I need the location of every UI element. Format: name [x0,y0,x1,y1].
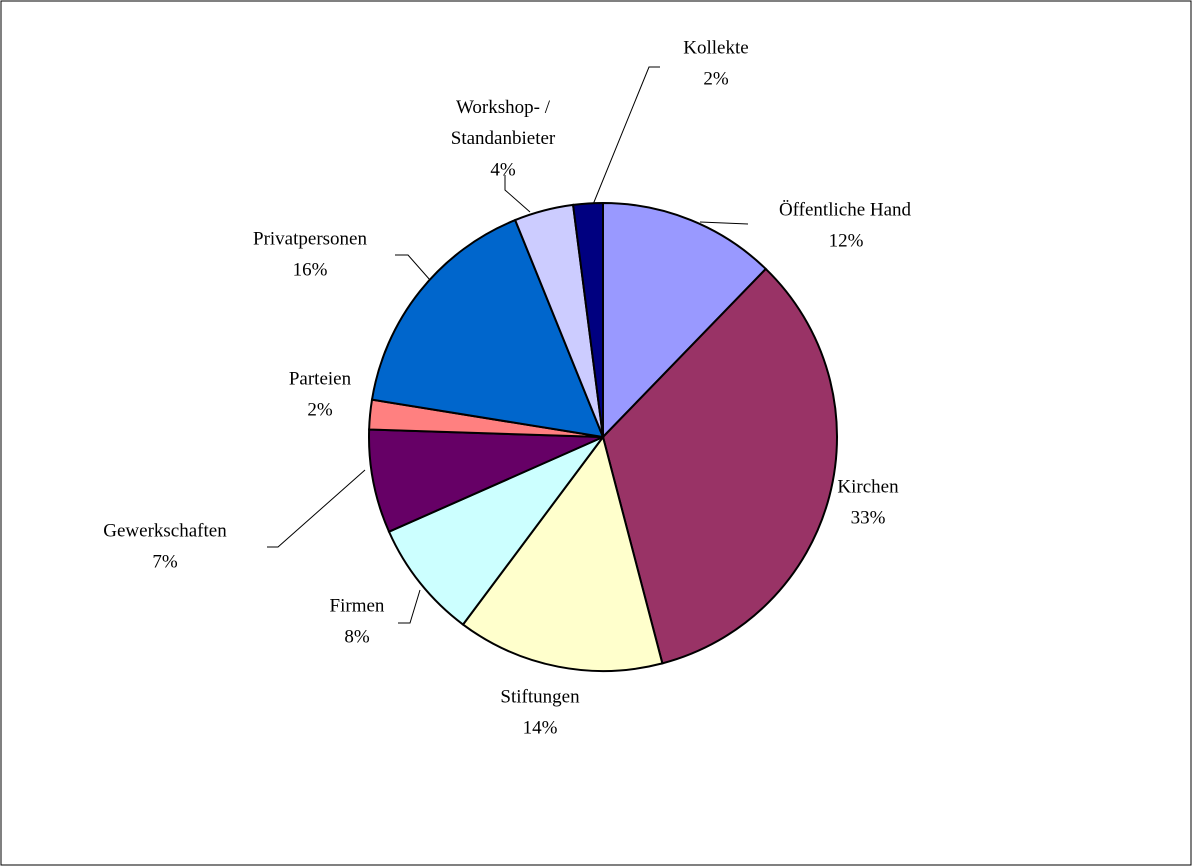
slice-label: Workshop- / Standanbieter [451,97,556,149]
pie-slice [601,267,838,665]
slice-label: Kirchen [837,476,899,497]
leader-line [504,175,531,213]
slice-label: Privatpersonen [253,228,367,249]
slice-value-label: 2% [307,399,333,420]
slice-label: Öffentliche Hand [779,199,912,220]
pie-slice [602,201,768,440]
leader-line [395,254,431,281]
slice-value-label: 8% [344,626,370,647]
slice-label: Parteien [289,368,352,389]
slice-label: Stiftungen [500,686,580,707]
pie-slice [368,428,604,534]
pie-slice [370,218,605,439]
leader-lines [267,66,749,624]
slice-label: Gewerkschaften [103,520,227,541]
slice-label: Firmen [330,595,385,616]
slice-value-label: 16% [293,259,328,280]
pie-slice [571,201,604,438]
slice-value-label: 7% [152,551,178,572]
slice-value-label: 33% [851,507,886,528]
pie-slice [387,434,607,626]
pie-slice [461,434,664,672]
slice-value-label: 14% [523,717,558,738]
leader-line [267,469,366,548]
slice-value-label: 2% [703,68,729,89]
slice-value-label: 4% [490,159,516,180]
leader-line [699,221,749,225]
slice-label: Kollekte [683,37,748,58]
leader-line [398,589,421,624]
leader-line [591,66,660,208]
slice-value-label: 12% [829,230,864,251]
